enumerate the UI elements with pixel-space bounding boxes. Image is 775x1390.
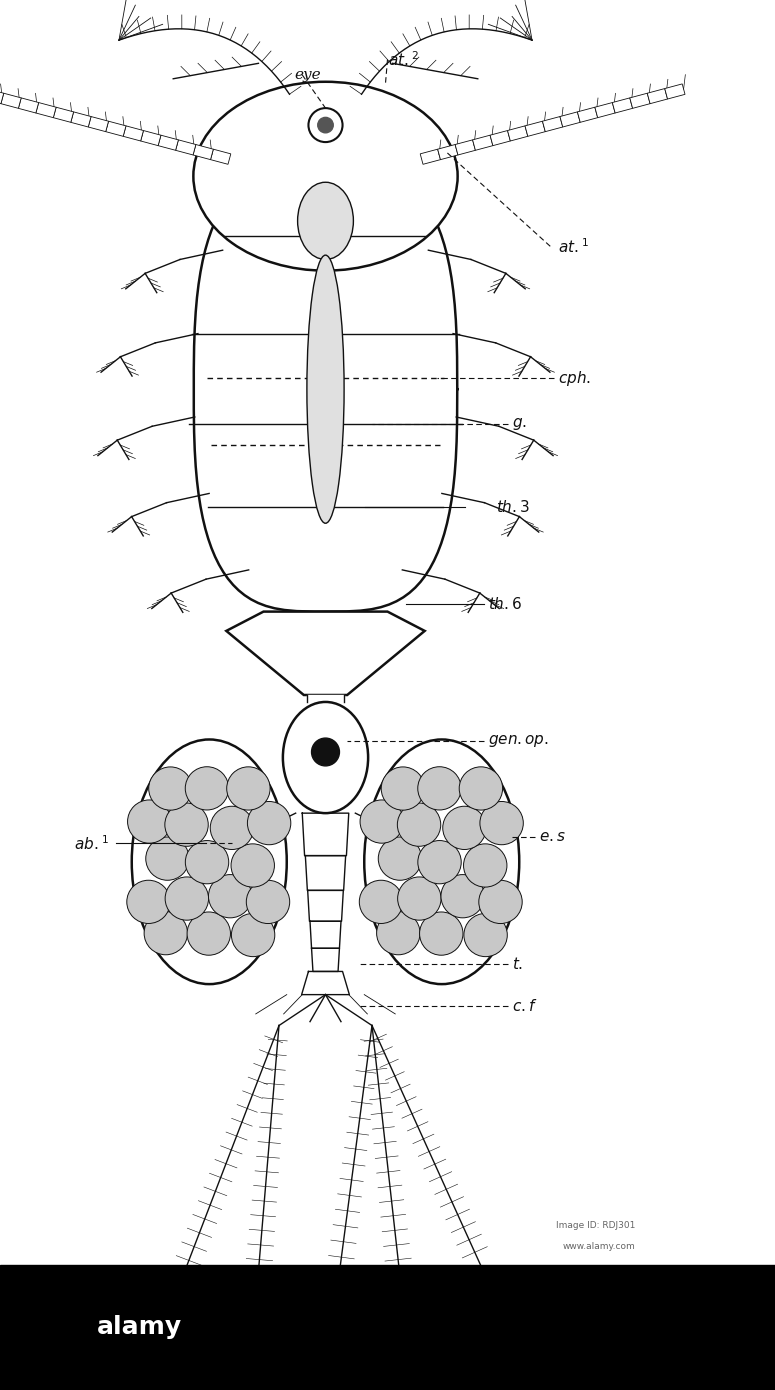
Text: $th.6$: $th.6$ <box>488 596 522 612</box>
Polygon shape <box>301 972 350 995</box>
Polygon shape <box>630 93 650 108</box>
Polygon shape <box>88 117 109 132</box>
Polygon shape <box>307 695 344 702</box>
Polygon shape <box>542 117 563 132</box>
Text: $g.$: $g.$ <box>512 416 526 432</box>
Polygon shape <box>176 140 196 154</box>
Text: $ab.^1$: $ab.^1$ <box>74 834 108 853</box>
Polygon shape <box>0 89 4 104</box>
Circle shape <box>149 767 192 810</box>
Polygon shape <box>473 135 493 150</box>
Polygon shape <box>665 83 685 99</box>
Bar <box>0 1265 775 1390</box>
Circle shape <box>318 117 333 133</box>
Text: www.alamy.com: www.alamy.com <box>563 1243 636 1251</box>
Polygon shape <box>193 145 213 160</box>
Circle shape <box>419 912 463 955</box>
Polygon shape <box>312 948 339 972</box>
Polygon shape <box>490 131 511 146</box>
Text: Image ID: RDJ301: Image ID: RDJ301 <box>556 1222 635 1230</box>
Text: $cph.$: $cph.$ <box>558 368 591 388</box>
Polygon shape <box>53 107 74 122</box>
Polygon shape <box>226 612 425 695</box>
Circle shape <box>247 802 291 845</box>
Polygon shape <box>647 89 667 104</box>
Polygon shape <box>302 813 349 856</box>
Text: $c.f$: $c.f$ <box>512 998 537 1015</box>
Circle shape <box>208 874 252 917</box>
Polygon shape <box>525 121 546 136</box>
Ellipse shape <box>193 82 457 271</box>
Circle shape <box>398 803 441 847</box>
Text: $at.^1$: $at.^1$ <box>558 236 589 256</box>
Circle shape <box>378 837 422 880</box>
Circle shape <box>127 880 170 923</box>
Polygon shape <box>310 922 341 948</box>
Ellipse shape <box>132 739 287 984</box>
Polygon shape <box>560 111 580 126</box>
Polygon shape <box>308 891 343 922</box>
Polygon shape <box>140 131 161 146</box>
Text: alamy: alamy <box>97 1315 182 1340</box>
Text: $at.^2$: $at.^2$ <box>388 50 418 70</box>
Circle shape <box>398 877 441 920</box>
Circle shape <box>464 913 508 956</box>
Ellipse shape <box>364 739 519 984</box>
Circle shape <box>360 880 403 923</box>
Polygon shape <box>105 121 126 136</box>
Polygon shape <box>158 135 178 150</box>
Circle shape <box>165 877 208 920</box>
Polygon shape <box>420 149 440 164</box>
Text: $t.$: $t.$ <box>512 956 522 972</box>
Circle shape <box>146 837 189 880</box>
Circle shape <box>144 912 188 955</box>
Circle shape <box>187 912 230 955</box>
Circle shape <box>479 880 522 923</box>
Circle shape <box>463 844 507 887</box>
Circle shape <box>418 767 461 810</box>
Circle shape <box>381 767 425 810</box>
Circle shape <box>418 841 461 884</box>
Polygon shape <box>612 97 632 113</box>
Circle shape <box>185 767 229 810</box>
Circle shape <box>308 108 343 142</box>
Polygon shape <box>438 145 458 160</box>
Text: $e.s$: $e.s$ <box>539 830 566 844</box>
Circle shape <box>443 806 486 849</box>
Circle shape <box>227 767 270 810</box>
Polygon shape <box>19 97 39 113</box>
Polygon shape <box>36 103 56 118</box>
Circle shape <box>246 880 290 923</box>
Polygon shape <box>508 126 528 140</box>
Circle shape <box>460 767 503 810</box>
Circle shape <box>360 799 404 844</box>
Polygon shape <box>71 111 91 126</box>
Circle shape <box>128 799 171 844</box>
Ellipse shape <box>307 256 344 523</box>
Text: eye: eye <box>294 68 321 82</box>
Circle shape <box>210 806 253 849</box>
Circle shape <box>231 844 274 887</box>
Circle shape <box>185 841 229 884</box>
Text: $gen.op.$: $gen.op.$ <box>488 733 549 749</box>
Circle shape <box>441 874 484 917</box>
Circle shape <box>312 738 339 766</box>
Polygon shape <box>455 140 475 154</box>
Polygon shape <box>211 149 231 164</box>
Polygon shape <box>1 93 21 108</box>
Circle shape <box>232 913 275 956</box>
Polygon shape <box>595 103 615 118</box>
Ellipse shape <box>283 702 368 813</box>
Ellipse shape <box>298 182 353 260</box>
Polygon shape <box>577 107 598 122</box>
Circle shape <box>377 912 420 955</box>
Polygon shape <box>305 856 346 891</box>
Polygon shape <box>123 126 143 140</box>
Polygon shape <box>194 167 457 612</box>
Circle shape <box>165 803 208 847</box>
Circle shape <box>480 802 523 845</box>
Text: $th.3$: $th.3$ <box>496 499 530 516</box>
